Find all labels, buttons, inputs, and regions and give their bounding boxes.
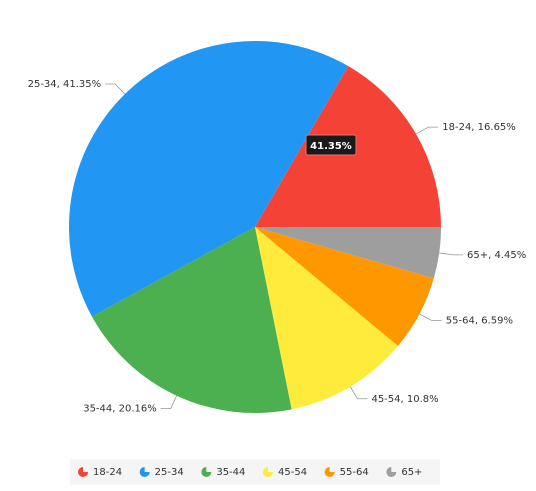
label-leader [419, 313, 442, 321]
legend-label: 65+ [401, 467, 422, 478]
pie-slice [255, 227, 434, 346]
data-label: 45-54, 10.8% [371, 394, 438, 405]
legend-icon-cut [329, 466, 336, 472]
label-leader [349, 386, 368, 400]
legend-item: 18-24 [78, 466, 122, 478]
legend-item: 55-64 [324, 466, 369, 478]
pie-slice [255, 227, 399, 410]
legend-icon-cut [206, 466, 213, 473]
label-leader [105, 83, 126, 95]
legend-icon-cut [391, 466, 398, 472]
label-leader [439, 252, 464, 256]
legend-label: 45-54 [278, 467, 307, 478]
data-label: 65+, 4.45% [467, 250, 526, 261]
label-leader [415, 126, 439, 135]
data-label: 18-24, 16.65% [442, 122, 516, 133]
legend-label: 18-24 [93, 467, 122, 478]
legend-item: 35-44 [201, 466, 245, 478]
legend-background [70, 459, 440, 485]
label-leader [160, 395, 178, 409]
legend-item: 65+ [386, 466, 422, 478]
pie-slice [92, 227, 292, 413]
tooltip-text: 41.35% [310, 141, 352, 152]
data-label: 35-44, 20.16% [83, 403, 157, 414]
legend-label: 35-44 [216, 467, 245, 478]
legend-icon-cut [268, 466, 274, 472]
legend-item: 25-34 [139, 466, 184, 478]
data-label: 25-34, 41.35% [28, 79, 102, 90]
legend-label: 25-34 [155, 467, 184, 478]
legend-label: 55-64 [340, 467, 369, 478]
tooltip-box [305, 134, 357, 156]
legend-icon-cut [144, 466, 151, 472]
data-label: 55-64, 6.59% [446, 316, 513, 327]
legend-item: 45-54 [263, 466, 307, 478]
pie-slice [69, 41, 349, 317]
pie-slice [255, 227, 441, 279]
legend-icon-cut [83, 466, 89, 472]
